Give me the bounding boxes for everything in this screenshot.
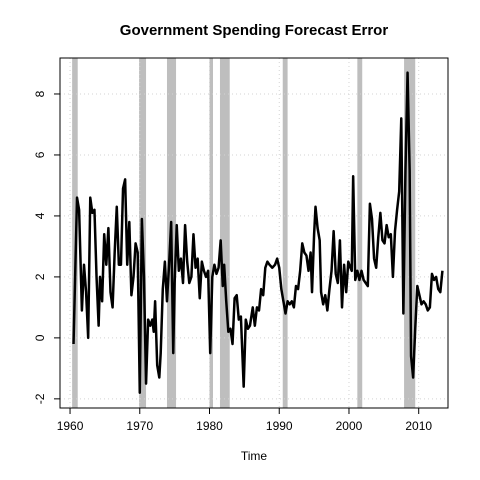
y-tick-label: 6 [33, 151, 47, 158]
y-tick-label: -2 [33, 393, 47, 404]
chart-title: Government Spending Forecast Error [120, 22, 389, 39]
x-tick-label: 1980 [196, 419, 223, 433]
shaded-period [357, 58, 363, 408]
shaded-period [282, 58, 288, 408]
data-line [72, 71, 444, 395]
shaded-period [209, 58, 213, 408]
x-tick-label: 1990 [266, 419, 293, 433]
y-tick-label: 2 [33, 273, 47, 280]
shaded-period [219, 58, 230, 408]
y-tick-label: 4 [33, 212, 47, 219]
y-tick-label: 8 [33, 90, 47, 97]
x-axis-label: Time [241, 449, 268, 463]
y-tick-label: 0 [33, 334, 47, 341]
x-tick-label: 1960 [57, 419, 84, 433]
x-tick-label: 2000 [336, 419, 363, 433]
x-tick-label: 2010 [405, 419, 432, 433]
plot-frame [59, 57, 449, 409]
x-tick-label: 1970 [126, 419, 153, 433]
